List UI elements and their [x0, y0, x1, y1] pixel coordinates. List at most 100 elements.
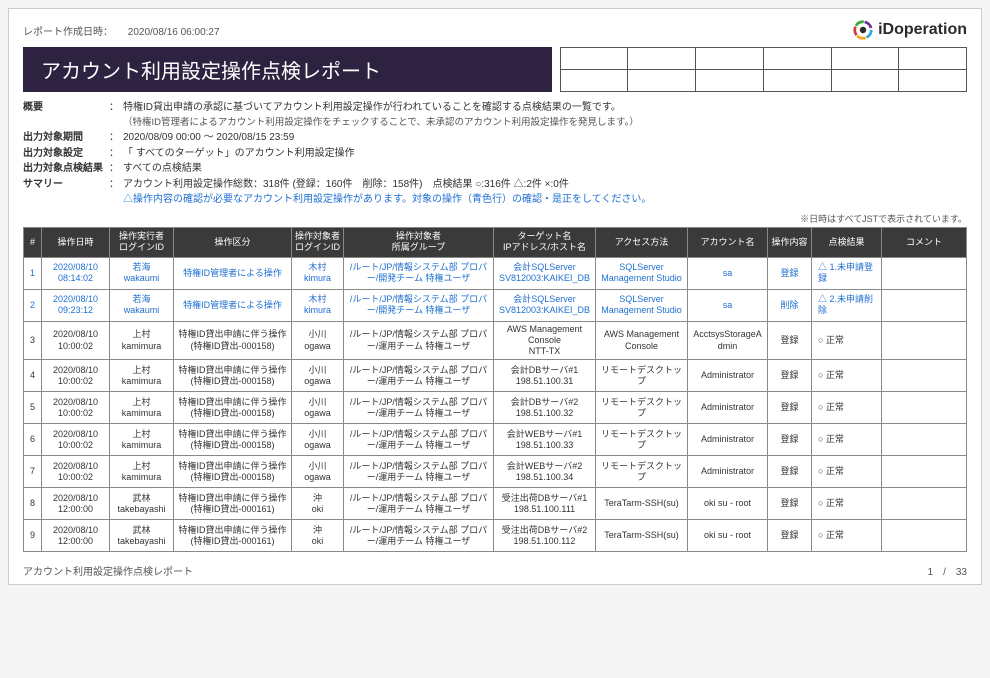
table-row: 42020/08/1010:00:02上村kamimura特権ID貸出申請に伴う…: [24, 360, 967, 392]
cell: 上村kamimura: [110, 360, 174, 392]
cell: 1: [24, 257, 42, 289]
table-row: 82020/08/1012:00:00武林takebayashi特権ID貸出申請…: [24, 488, 967, 520]
col-header: アクセス方法: [596, 227, 688, 257]
cell: 受注出荷DBサーバ#1198.51.100.111: [494, 488, 596, 520]
timezone-note: ※日時はすべてJSTで表示されています。: [23, 212, 967, 225]
cell: sa: [688, 289, 768, 321]
cell: ○ 正常: [812, 488, 882, 520]
cell: 登録: [768, 321, 812, 360]
cell: [882, 520, 967, 552]
col-header: 点検結果: [812, 227, 882, 257]
cell: [882, 321, 967, 360]
cell: 小川ogawa: [292, 360, 344, 392]
meta-setting-label: 出力対象設定: [23, 146, 109, 162]
table-row: 92020/08/1012:00:00武林takebayashi特権ID貸出申請…: [24, 520, 967, 552]
cell: [882, 257, 967, 289]
cell: 特権ID貸出申請に伴う操作(特権ID貸出-000158): [174, 424, 292, 456]
cell: 会計SQLServerSV812003:KAIKEI_DB: [494, 257, 596, 289]
cell: 2020/08/1010:00:02: [42, 424, 110, 456]
cell: TeraTarm-SSH(su): [596, 520, 688, 552]
cell: AWS Management ConsoleNTT-TX: [494, 321, 596, 360]
cell: 2: [24, 289, 42, 321]
cell: ○ 正常: [812, 424, 882, 456]
cell: 特権ID貸出申請に伴う操作(特権ID貸出-000161): [174, 520, 292, 552]
cell: 2020/08/1010:00:02: [42, 456, 110, 488]
cell: 特権ID管理者による操作: [174, 289, 292, 321]
cell: 2020/08/1009:23:12: [42, 289, 110, 321]
cell: 2020/08/1012:00:00: [42, 520, 110, 552]
meta-result-label: 出力対象点検結果: [23, 161, 109, 177]
cell: 9: [24, 520, 42, 552]
cell: AcctsysStorageAdmin: [688, 321, 768, 360]
cell: 沖oki: [292, 520, 344, 552]
cell: 特権ID貸出申請に伴う操作(特権ID貸出-000161): [174, 488, 292, 520]
cell: ○ 正常: [812, 321, 882, 360]
cell: Administrator: [688, 424, 768, 456]
cell: 上村kamimura: [110, 392, 174, 424]
col-header: 操作対象者ログインID: [292, 227, 344, 257]
cell: 登録: [768, 424, 812, 456]
cell: 会計DBサーバ#2198.51.100.32: [494, 392, 596, 424]
cell: 3: [24, 321, 42, 360]
cell: 登録: [768, 257, 812, 289]
col-header: 操作実行者ログインID: [110, 227, 174, 257]
cell: 登録: [768, 488, 812, 520]
cell: 会計WEBサーバ#1198.51.100.33: [494, 424, 596, 456]
table-row: 62020/08/1010:00:02上村kamimura特権ID貸出申請に伴う…: [24, 424, 967, 456]
cell: SQLServer Management Studio: [596, 257, 688, 289]
cell: 特権ID貸出申請に伴う操作(特権ID貸出-000158): [174, 392, 292, 424]
cell: ○ 正常: [812, 360, 882, 392]
col-header: ターゲット名IPアドレス/ホスト名: [494, 227, 596, 257]
header-row: #操作日時操作実行者ログインID操作区分操作対象者ログインID操作対象者所属グル…: [24, 227, 967, 257]
cell: 特権ID管理者による操作: [174, 257, 292, 289]
cell: /ルート/JP/情報システム部 プロパー/運用チーム 特権ユーザ: [344, 520, 494, 552]
table-row: 22020/08/1009:23:12若海wakaumi特権ID管理者による操作…: [24, 289, 967, 321]
report-page: レポート作成日時： 2020/08/16 06:00:27 iDoperatio…: [8, 8, 982, 585]
cell: 2020/08/1008:14:02: [42, 257, 110, 289]
cell: /ルート/JP/情報システム部 プロパー/運用チーム 特権ユーザ: [344, 321, 494, 360]
cell: 登録: [768, 520, 812, 552]
cell: 特権ID貸出申請に伴う操作(特権ID貸出-000158): [174, 360, 292, 392]
meta-overview-label: 概要: [23, 100, 109, 116]
cell: 登録: [768, 392, 812, 424]
cell: 特権ID貸出申請に伴う操作(特権ID貸出-000158): [174, 321, 292, 360]
cell: [882, 488, 967, 520]
meta-summary-value: アカウント利用設定操作総数：318件 (登録：160件 削除：158件) 点検結…: [123, 177, 967, 193]
cell: △ 2.未申請削除: [812, 289, 882, 321]
col-header: #: [24, 227, 42, 257]
table-row: 12020/08/1008:14:02若海wakaumi特権ID管理者による操作…: [24, 257, 967, 289]
cell: 登録: [768, 456, 812, 488]
cell: 2020/08/1012:00:00: [42, 488, 110, 520]
cell: Administrator: [688, 456, 768, 488]
report-date-value: 2020/08/16 06:00:27: [128, 27, 220, 38]
footer-right: 1 / 33: [928, 563, 967, 578]
meta-period-label: 出力対象期間: [23, 130, 109, 146]
cell: 会計SQLServerSV812003:KAIKEI_DB: [494, 289, 596, 321]
cell: /ルート/JP/情報システム部 プロパー/運用チーム 特権ユーザ: [344, 424, 494, 456]
cell: /ルート/JP/情報システム部 プロパー/運用チーム 特権ユーザ: [344, 360, 494, 392]
cell: 特権ID貸出申請に伴う操作(特権ID貸出-000158): [174, 456, 292, 488]
cell: 小川ogawa: [292, 392, 344, 424]
cell: Administrator: [688, 360, 768, 392]
meta-overview-sub: （特権ID管理者によるアカウント利用設定操作をチェックすることで、未承認のアカウ…: [123, 116, 967, 131]
cell: 小川ogawa: [292, 424, 344, 456]
logo-text: iDoperation: [878, 21, 967, 39]
cell: ○ 正常: [812, 520, 882, 552]
cell: 上村kamimura: [110, 456, 174, 488]
cell: 武林takebayashi: [110, 520, 174, 552]
cell: oki su - root: [688, 488, 768, 520]
cell: /ルート/JP/情報システム部 プロパー/運用チーム 特権ユーザ: [344, 456, 494, 488]
cell: [882, 424, 967, 456]
meta-result-value: すべての点検結果: [123, 161, 967, 177]
col-header: アカウント名: [688, 227, 768, 257]
cell: 小川ogawa: [292, 456, 344, 488]
cell: 6: [24, 424, 42, 456]
report-date-label: レポート作成日時：: [23, 27, 113, 38]
approval-grid: [560, 47, 967, 92]
cell: 沖oki: [292, 488, 344, 520]
table-body: 12020/08/1008:14:02若海wakaumi特権ID管理者による操作…: [24, 257, 967, 552]
cell: /ルート/JP/情報システム部 プロパー/運用チーム 特権ユーザ: [344, 488, 494, 520]
meta-block: 概要 ： 特権ID貸出申請の承認に基づいてアカウント利用設定操作が行われているこ…: [23, 100, 967, 208]
col-header: 操作日時: [42, 227, 110, 257]
cell: /ルート/JP/情報システム部 プロパー/運用チーム 特権ユーザ: [344, 392, 494, 424]
